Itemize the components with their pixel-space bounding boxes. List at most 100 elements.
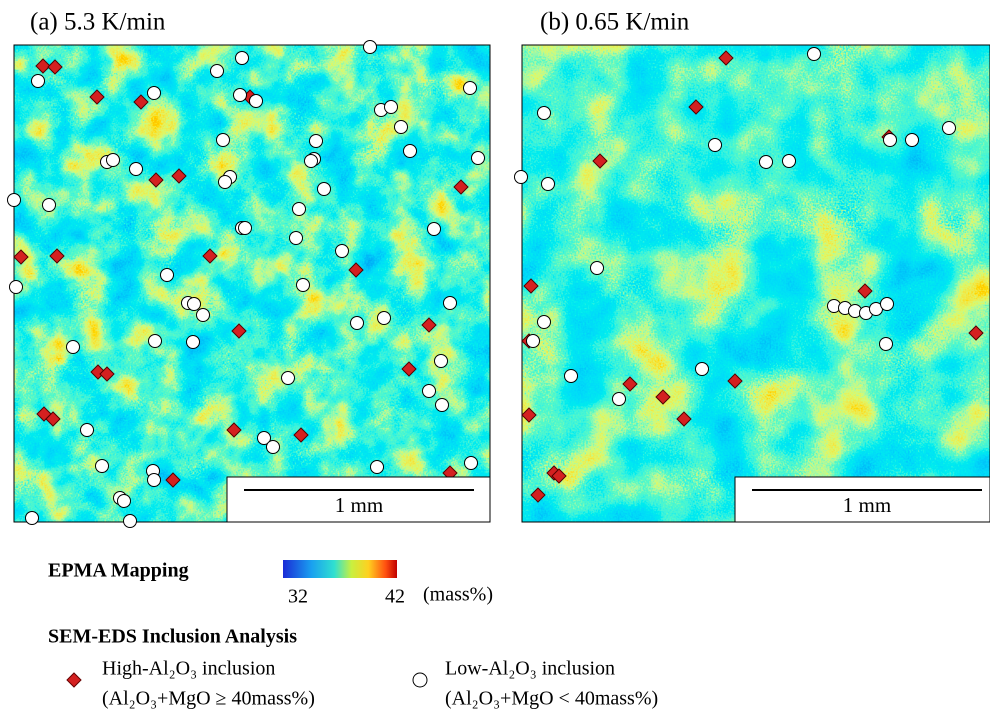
colorbar-max: 42 — [385, 586, 405, 608]
high-al2o3-inclusion — [231, 323, 247, 339]
low-al2o3-inclusion — [883, 133, 897, 147]
panel-title: (b) 0.65 K/min — [540, 9, 690, 36]
low-al2o3-inclusion — [186, 335, 200, 349]
high-al2o3-inclusion — [165, 472, 181, 488]
low-al2o3-inclusion — [266, 440, 280, 454]
colorbar-unit: (mass%) — [423, 584, 493, 606]
high-al2o3-inclusion — [727, 373, 743, 389]
scale-label: 1 mm — [843, 493, 891, 517]
high-al2o3-inclusion — [688, 99, 704, 115]
high-al2o3-inclusion — [421, 317, 437, 333]
low-al2o3-inclusion — [281, 371, 295, 385]
high-al2o3-inclusion — [13, 249, 29, 265]
legend-diamond — [66, 672, 82, 688]
low-al2o3-inclusion — [541, 177, 555, 191]
low-al2o3-inclusion — [394, 120, 408, 134]
high-al2o3-inclusion — [226, 422, 242, 438]
low-al2o3-inclusion — [377, 311, 391, 325]
low-al2o3-inclusion — [708, 138, 722, 152]
low-al2o3-inclusion — [66, 340, 80, 354]
high-al2o3-inclusion — [530, 487, 546, 503]
colorbar-min: 32 — [288, 586, 308, 608]
low-al2o3-inclusion — [564, 369, 578, 383]
low-al2o3-inclusion — [147, 86, 161, 100]
low-al2o3-inclusion — [880, 297, 894, 311]
low-al2o3-inclusion — [590, 261, 604, 275]
high-al2o3-inclusion — [676, 411, 692, 427]
legend-condition: (Al₂O₃+MgO < 40mass%) — [445, 688, 658, 710]
low-al2o3-inclusion — [117, 494, 131, 508]
low-al2o3-inclusion — [335, 244, 349, 258]
high-al2o3-inclusion — [35, 58, 51, 74]
low-al2o3-inclusion — [216, 133, 230, 147]
high-al2o3-inclusion — [45, 411, 61, 427]
high-al2o3-inclusion — [348, 262, 364, 278]
low-al2o3-inclusion — [309, 134, 323, 148]
high-al2o3-inclusion — [133, 94, 149, 110]
low-al2o3-inclusion — [905, 133, 919, 147]
high-al2o3-inclusion — [293, 427, 309, 443]
low-al2o3-inclusion — [31, 74, 45, 88]
low-al2o3-inclusion — [95, 459, 109, 473]
high-al2o3-inclusion — [718, 50, 734, 66]
legend-condition: (Al₂O₃+MgO ≥ 40mass%) — [102, 688, 315, 710]
low-al2o3-inclusion — [759, 155, 773, 169]
high-al2o3-inclusion — [171, 168, 187, 184]
low-al2o3-inclusion — [233, 88, 247, 102]
high-al2o3-inclusion — [49, 248, 65, 264]
low-al2o3-inclusion — [434, 354, 448, 368]
colorbar — [283, 560, 397, 578]
legend-label: High-Al₂O₃ inclusion — [102, 658, 275, 680]
low-al2o3-inclusion — [9, 280, 23, 294]
high-al2o3-inclusion — [148, 172, 164, 188]
low-al2o3-inclusion — [25, 511, 39, 525]
low-al2o3-inclusion — [147, 473, 161, 487]
legend-title: SEM-EDS Inclusion Analysis — [48, 626, 297, 648]
low-al2o3-inclusion — [782, 154, 796, 168]
low-al2o3-inclusion — [160, 268, 174, 282]
low-al2o3-inclusion — [427, 222, 441, 236]
low-al2o3-inclusion — [370, 460, 384, 474]
low-al2o3-inclusion — [403, 144, 417, 158]
low-al2o3-inclusion — [471, 151, 485, 165]
low-al2o3-inclusion — [292, 202, 306, 216]
low-al2o3-inclusion — [257, 431, 271, 445]
high-al2o3-inclusion — [551, 468, 567, 484]
high-al2o3-inclusion — [857, 283, 873, 299]
low-al2o3-inclusion — [123, 514, 137, 528]
low-al2o3-inclusion — [514, 170, 528, 184]
high-al2o3-inclusion — [521, 407, 537, 423]
low-al2o3-inclusion — [942, 121, 956, 135]
low-al2o3-inclusion — [537, 106, 551, 120]
high-al2o3-inclusion — [47, 59, 63, 75]
low-al2o3-inclusion — [537, 315, 551, 329]
low-al2o3-inclusion — [42, 198, 56, 212]
low-al2o3-inclusion — [443, 296, 457, 310]
low-al2o3-inclusion — [187, 297, 201, 311]
low-al2o3-inclusion — [695, 362, 709, 376]
low-al2o3-inclusion — [106, 153, 120, 167]
scale-box — [734, 476, 990, 523]
scale-box — [226, 476, 491, 523]
low-al2o3-inclusion — [289, 231, 303, 245]
high-al2o3-inclusion — [622, 376, 638, 392]
high-al2o3-inclusion — [401, 361, 417, 377]
low-al2o3-inclusion — [148, 334, 162, 348]
low-al2o3-inclusion — [304, 154, 318, 168]
low-al2o3-inclusion — [235, 51, 249, 65]
epma-map — [14, 45, 490, 522]
low-al2o3-inclusion — [249, 94, 263, 108]
low-al2o3-inclusion — [350, 316, 364, 330]
high-al2o3-inclusion — [89, 89, 105, 105]
high-al2o3-inclusion — [453, 179, 469, 195]
low-al2o3-inclusion — [384, 100, 398, 114]
high-al2o3-inclusion — [202, 248, 218, 264]
low-al2o3-inclusion — [296, 278, 310, 292]
low-al2o3-inclusion — [612, 392, 626, 406]
high-al2o3-inclusion — [592, 153, 608, 169]
high-al2o3-inclusion — [523, 278, 539, 294]
low-al2o3-inclusion — [463, 81, 477, 95]
low-al2o3-inclusion — [879, 337, 893, 351]
low-al2o3-inclusion — [464, 456, 478, 470]
low-al2o3-inclusion — [196, 308, 210, 322]
